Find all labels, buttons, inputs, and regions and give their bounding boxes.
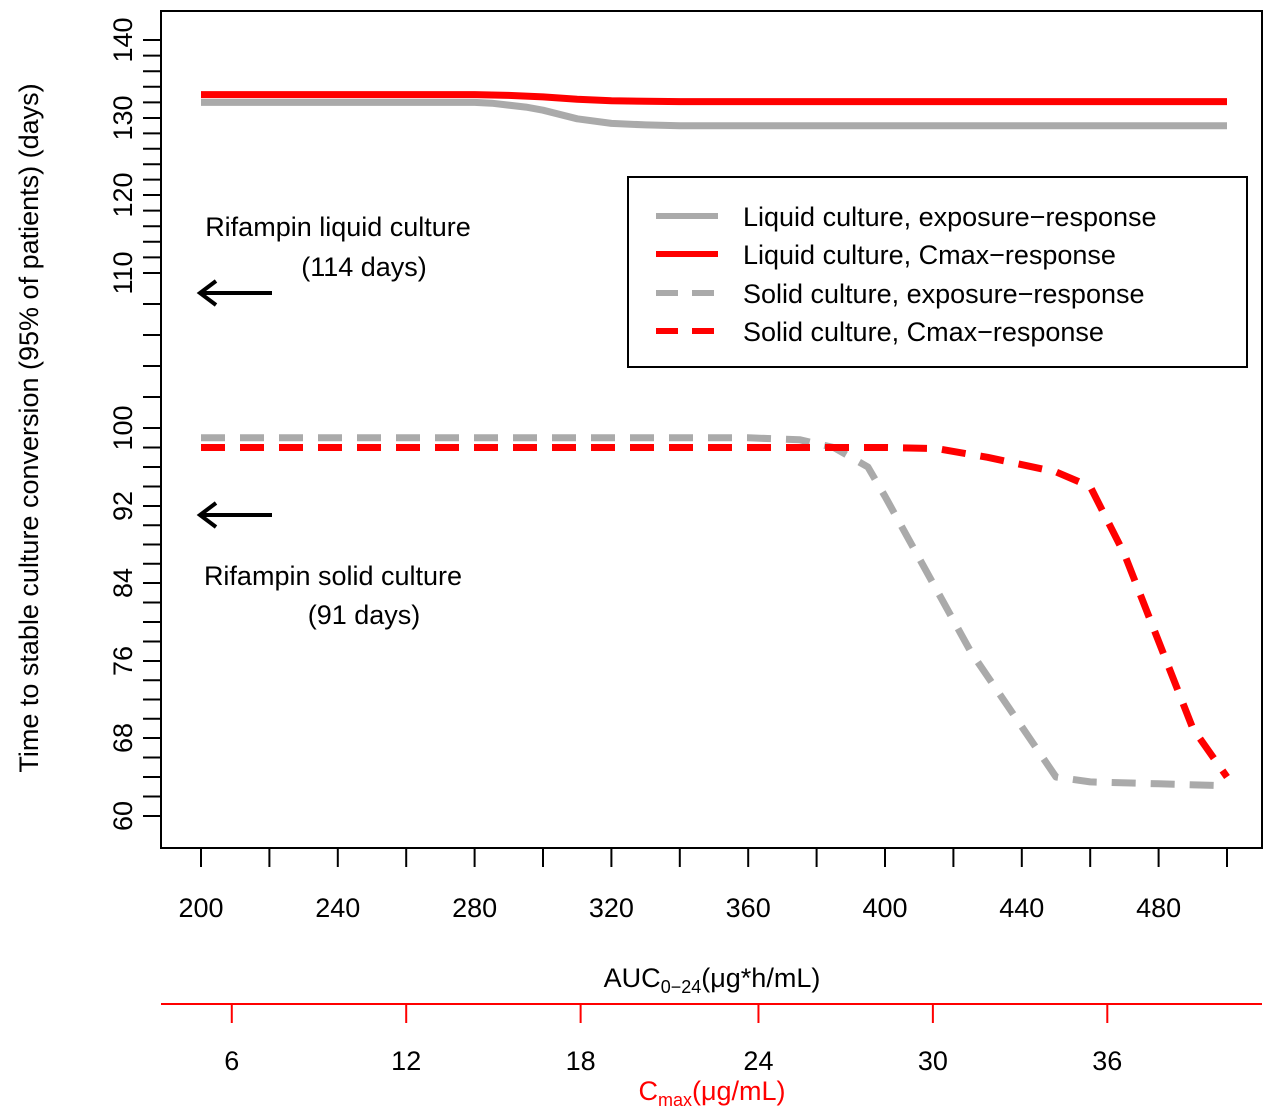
x-tick-label: 480 [1136, 893, 1181, 923]
y-tick-label: 110 [108, 251, 138, 294]
x-axis-title-main: AUC [604, 963, 661, 993]
annotation-liquid-line1: Rifampin liquid culture [205, 212, 471, 242]
cmax-tick-label: 6 [224, 1046, 239, 1076]
y-tick-label: 92 [108, 491, 138, 521]
x-tick-label: 400 [862, 893, 907, 923]
x-tick-label: 360 [726, 893, 771, 923]
y-tick-label: 130 [108, 95, 138, 140]
y-axis: 60 68 76 84 92 100 110 120 130 140 [108, 17, 162, 831]
cmax-axis-title-main: C [638, 1076, 658, 1106]
arrow-icon [196, 501, 272, 529]
y-tick-label: 100 [108, 405, 138, 450]
y-tick-label: 84 [108, 568, 138, 598]
x-axis-title-sub: 0−24 [661, 977, 702, 997]
cmax-axis: 6 12 18 24 30 36 [161, 1003, 1262, 1076]
y-tick-label: 120 [108, 172, 138, 217]
x-tick-label: 240 [315, 893, 360, 923]
cmax-tick-label: 12 [391, 1046, 421, 1076]
plot-frame [160, 10, 1263, 849]
x-axis: 200 240 280 320 360 400 440 480 [178, 847, 1228, 923]
x-tick-label: 440 [999, 893, 1044, 923]
cmax-axis-title-rest: (μg/mL) [692, 1076, 786, 1106]
series-line-3 [201, 434, 1228, 790]
annotations: Rifampin liquid culture (114 days) Rifam… [196, 212, 471, 630]
x-tick-label: 280 [452, 893, 497, 923]
y-tick-label: 76 [108, 646, 138, 676]
legend-label-solid-exposure: Solid culture, exposure−response [743, 279, 1145, 309]
series-line-1 [201, 98, 1227, 130]
y-tick-label: 140 [108, 17, 138, 62]
cmax-tick-label: 30 [918, 1046, 948, 1076]
legend-label-liquid-exposure: Liquid culture, exposure−response [743, 202, 1157, 232]
x-tick-label: 320 [589, 893, 634, 923]
annotation-liquid-line2: (114 days) [301, 252, 427, 282]
series-line-2 [201, 91, 1227, 106]
cmax-axis-title-sub: max [658, 1090, 692, 1110]
y-tick-label: 68 [108, 723, 138, 753]
x-axis-title-rest: (μg*h/mL) [701, 963, 820, 993]
legend-box [627, 176, 1248, 368]
arrow-icon [196, 279, 272, 307]
cmax-tick-label: 24 [743, 1046, 773, 1076]
legend: Liquid culture, exposure−response Liquid… [627, 176, 1248, 368]
legend-label-solid-cmax: Solid culture, Cmax−response [743, 317, 1104, 347]
legend-label-liquid-cmax: Liquid culture, Cmax−response [743, 240, 1116, 270]
series-line-4 [201, 444, 1230, 780]
series-layer [201, 91, 1230, 790]
x-axis-title: AUC0−24(μg*h/mL) [604, 963, 821, 997]
annotation-solid-line1: Rifampin solid culture [204, 561, 462, 591]
y-axis-title: Time to stable culture conversion (95% o… [14, 83, 44, 772]
y-tick-label: 60 [108, 801, 138, 831]
cmax-tick-label: 36 [1092, 1046, 1122, 1076]
cmax-axis-title: Cmax(μg/mL) [638, 1076, 785, 1110]
cmax-tick-label: 18 [566, 1046, 596, 1076]
x-tick-label: 200 [178, 893, 223, 923]
annotation-solid-line2: (91 days) [308, 600, 421, 630]
